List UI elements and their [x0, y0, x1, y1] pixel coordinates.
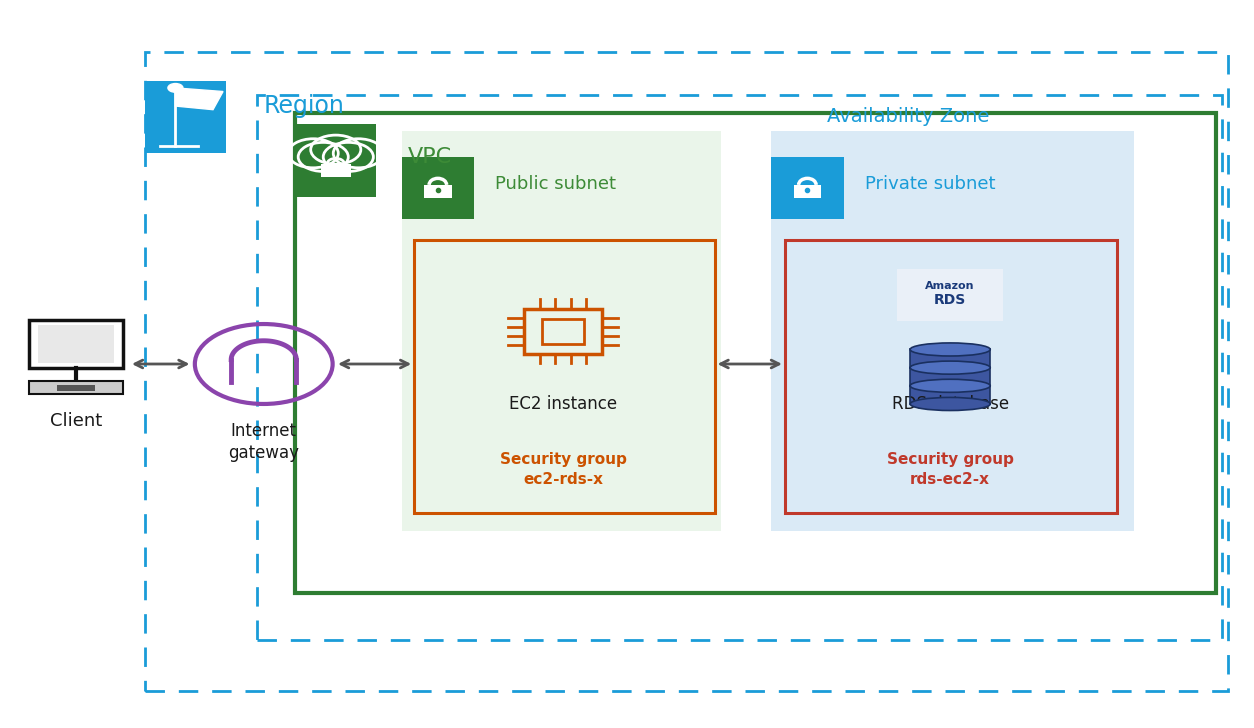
Text: EC2 instance: EC2 instance	[509, 395, 617, 413]
Bar	[144, 52, 1228, 691]
Bar	[38, 325, 114, 363]
Text: Security group
rds-ec2-x: Security group rds-ec2-x	[887, 452, 1013, 487]
Bar	[257, 95, 1221, 640]
Bar	[29, 381, 123, 394]
Bar	[29, 381, 123, 394]
Text: Security group
ec2-rds-x: Security group ec2-rds-x	[499, 452, 627, 487]
Bar	[897, 269, 1003, 321]
Text: Amazon: Amazon	[925, 281, 974, 291]
Bar	[58, 385, 94, 391]
Ellipse shape	[910, 343, 991, 356]
Polygon shape	[176, 88, 223, 110]
Bar	[295, 114, 1215, 593]
Bar	[144, 81, 226, 154]
Ellipse shape	[910, 361, 991, 374]
Bar	[424, 185, 451, 198]
Bar	[295, 124, 376, 197]
Bar	[524, 309, 602, 354]
Text: Client: Client	[50, 412, 102, 430]
Bar	[910, 386, 991, 404]
Bar	[401, 157, 474, 218]
Ellipse shape	[910, 397, 991, 411]
Text: Region: Region	[263, 94, 345, 118]
Bar	[910, 368, 991, 386]
Bar	[910, 349, 991, 368]
Text: Private subnet: Private subnet	[865, 175, 996, 193]
Bar	[414, 240, 715, 513]
Text: Availability Zone: Availability Zone	[828, 108, 989, 127]
Text: RDS database: RDS database	[892, 395, 1008, 413]
Bar	[794, 185, 821, 198]
Bar	[771, 132, 1135, 531]
Bar	[29, 320, 123, 368]
Bar	[785, 240, 1117, 513]
Ellipse shape	[910, 379, 991, 392]
Bar	[542, 319, 584, 344]
Text: VPC: VPC	[408, 147, 451, 167]
Bar	[401, 132, 721, 531]
Bar	[321, 165, 351, 177]
Text: RDS: RDS	[934, 293, 967, 307]
Bar	[771, 157, 844, 218]
Text: Public subnet: Public subnet	[495, 175, 617, 193]
Circle shape	[168, 84, 183, 92]
Text: Internet
gateway: Internet gateway	[228, 422, 300, 462]
